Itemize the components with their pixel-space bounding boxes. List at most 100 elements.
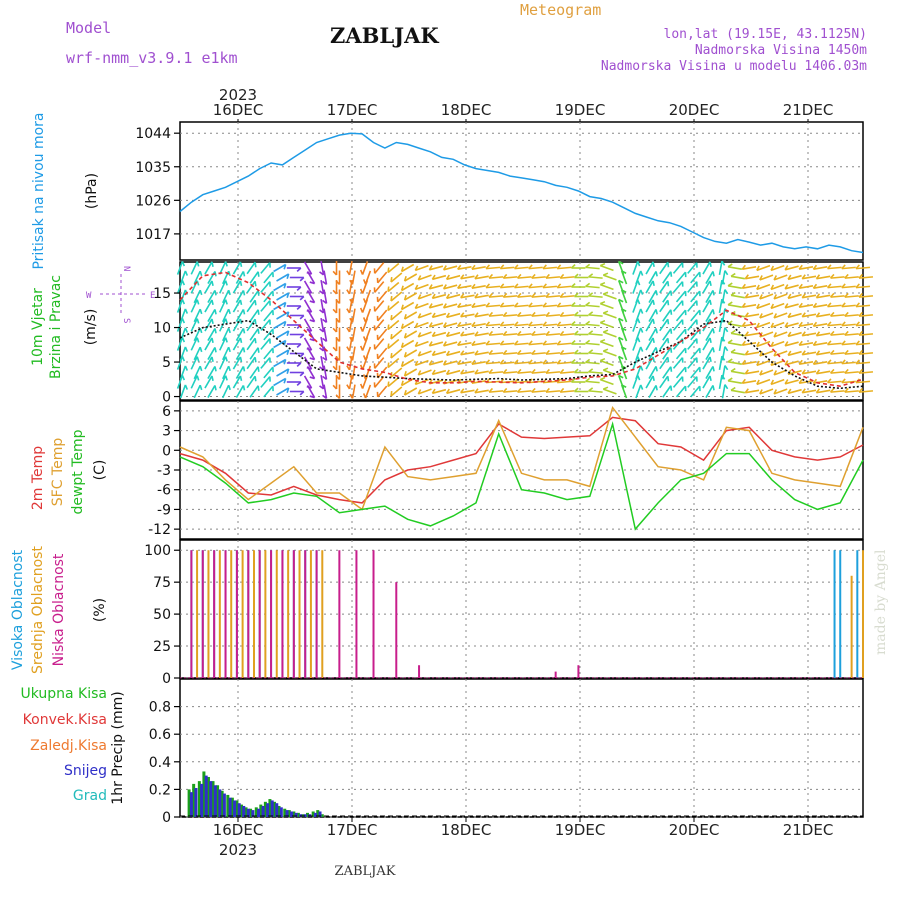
wind-barb-flag (531, 292, 536, 298)
wind-barb (246, 337, 256, 351)
cloud-plot (180, 550, 864, 679)
wind-barb-flag (181, 318, 186, 324)
wind-barb (813, 284, 828, 290)
wind-barb (260, 300, 271, 312)
wind-barb-flag (559, 292, 565, 298)
wind-barb (514, 266, 529, 270)
precip-bar-ukupna-kisa (235, 800, 239, 817)
wind-barb (500, 361, 515, 365)
precip-bar-snijeg (251, 810, 255, 817)
wind-barb-flag (531, 330, 536, 336)
wind-barb-flag (414, 322, 419, 328)
wind-barb (514, 304, 529, 308)
wind-barb (415, 302, 429, 310)
wind-barb (690, 271, 701, 284)
wind-barb (306, 309, 316, 322)
precip-bar-snijeg (257, 808, 261, 817)
wind-barb-flag (588, 349, 594, 354)
wind-barb-flag (741, 283, 746, 289)
cloud-bar-srednja-oblacnost (218, 550, 221, 678)
wind-barb-flag (621, 270, 627, 274)
wind-barb (718, 336, 723, 352)
wind-barb-flag (636, 375, 641, 381)
wind-barb-flag (488, 330, 494, 336)
wind-barb-flag (332, 270, 338, 276)
precip-bar-ukupna-kisa (230, 797, 234, 817)
wind-barb (361, 318, 369, 332)
wind-barb-flag (460, 388, 465, 394)
wind-barb (830, 314, 845, 317)
wind-barb-flag (636, 318, 641, 324)
wind-barb (585, 323, 600, 327)
wind-barb (799, 322, 814, 328)
wind-barb-flag (826, 378, 832, 384)
wind-barb (485, 361, 501, 365)
wind-barb (672, 262, 684, 274)
precip-bar-ukupna-kisa (272, 801, 276, 817)
wind-barb (813, 303, 828, 309)
wind-barb-flag (199, 289, 203, 296)
wind-ytick-label: 10 (153, 321, 171, 337)
wind-barb-flag (239, 356, 243, 362)
wind-barb-flag (787, 274, 792, 280)
wind-barb-flag (332, 289, 338, 295)
precip-frame (179, 678, 864, 818)
wind-barb (488, 352, 504, 355)
top-date-tick: 21DEC (783, 101, 834, 119)
wind-barb (745, 313, 760, 318)
cloud-ytick-label: 0 (162, 671, 171, 687)
wind-barb-flag (588, 368, 594, 373)
wind-barb (374, 262, 385, 274)
wind-barb-flag (199, 384, 203, 391)
wind-barb (260, 281, 271, 293)
wind-barb-flag (322, 356, 327, 362)
wind-barb-flag (815, 388, 821, 394)
cloud-bar-srednja-oblacnost (275, 550, 278, 678)
wind-barb-flag (829, 311, 835, 317)
lonlat-label: lon,lat (19.15E, 43.1125N) (664, 27, 868, 42)
wind-barb (730, 351, 745, 356)
wind-barb (432, 369, 447, 376)
wind-barb (361, 261, 369, 275)
wind-barb (232, 337, 242, 351)
wind-barb (232, 356, 242, 370)
wind-barb (351, 327, 356, 342)
wind-barb-flag (181, 356, 186, 362)
wind-barb (557, 266, 572, 270)
wind-barb-flag (227, 327, 231, 334)
wind-barb (404, 330, 418, 339)
wind-barb (648, 366, 657, 379)
wind-barb (675, 347, 687, 360)
wind-barb-flag (670, 366, 673, 372)
wind-barb (542, 323, 558, 327)
wind-barb (348, 298, 353, 314)
wind-barb (415, 264, 429, 272)
wind-barb-flag (730, 386, 736, 391)
wind-barb (662, 385, 672, 398)
wind-barb (742, 284, 757, 290)
wind-barb (193, 346, 201, 361)
wind-barb-flag (599, 300, 606, 305)
precip-bar-snijeg (213, 785, 217, 817)
wind-barb (176, 356, 184, 370)
wind-barb (645, 299, 654, 313)
cloud-ytick-label: 50 (153, 607, 171, 623)
wind-barb (841, 361, 856, 365)
wind-barb-flag (602, 272, 609, 276)
precip-bar-ukupna-kisa (216, 785, 220, 817)
wind-barb-flag (756, 379, 760, 385)
wind-barb (260, 376, 271, 388)
wind-barb (620, 327, 628, 342)
wind-barb-flag (460, 312, 465, 318)
wind-barb-flag (403, 313, 407, 320)
wind-barb-flag (390, 333, 393, 340)
wind-barb (858, 371, 874, 374)
wind-barb-flag (602, 386, 609, 390)
wind-barb-flag (531, 387, 536, 393)
wind-barb (488, 390, 504, 393)
wind-barb (531, 352, 546, 355)
wind-barb-flag (721, 279, 726, 285)
wind-barb (756, 302, 771, 310)
wind-barb (799, 303, 814, 309)
